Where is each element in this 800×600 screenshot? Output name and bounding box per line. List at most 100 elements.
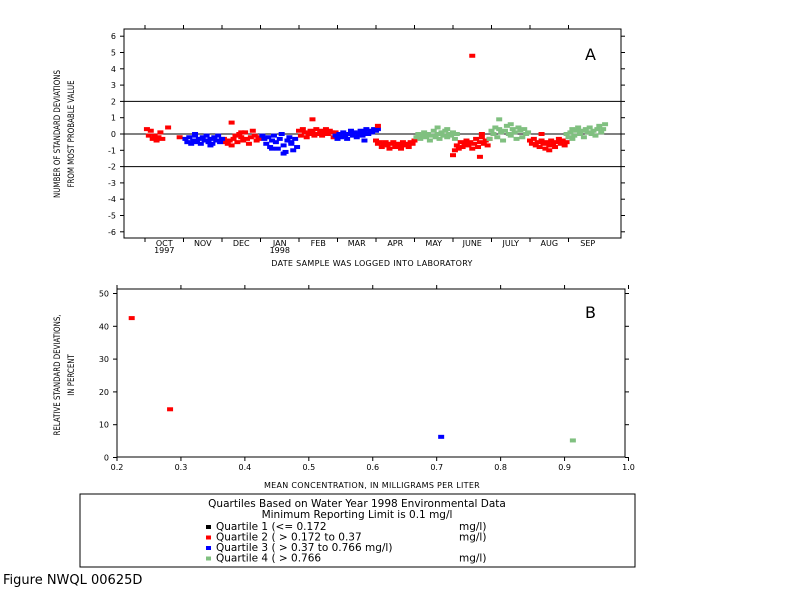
panel-a-data-point [467,140,474,145]
panel-a-data-point [536,145,543,150]
panel-a-data-point [534,140,541,145]
panel-a-data-point [317,128,324,133]
panel-a-data-point [357,128,364,133]
panel-a-data-point [557,141,564,146]
panel-b-ytick-label: 50 [99,290,109,299]
panel-a-data-point [486,136,493,141]
panel-a-data-point [359,133,366,138]
panel-a-data-point [571,133,578,138]
panel-a-data-point [296,128,302,133]
panel-a-data-point [207,136,214,141]
panel-a-data-point [550,141,557,146]
panel-a-data-point [559,138,566,143]
panel-a-data-point [451,136,458,141]
panel-b-xlabel: MEAN CONCENTRATION, IN MILLIGRAMS PER LI… [264,481,480,490]
panel-a-xtick-label: OCT [156,239,173,248]
panel-a-data-point [563,132,570,136]
panel-a-data-point [251,133,258,138]
panel-a-ytick-label: 4 [111,65,116,74]
panel-a-year-label: 1997 [154,246,174,255]
panel-a-data-point [552,145,559,150]
panel-a-data-point [351,130,358,135]
panel-a-data-point [319,133,326,138]
figure-label: Figure NWQL 00625D [3,573,142,588]
panel-a-data-point [602,122,609,127]
panel-a-data-point [373,138,379,143]
panel-a-data-point [440,133,447,138]
panel-a-data-point [399,140,406,145]
legend-item-label: Quartile 4 ( > 0.766 [216,553,321,565]
panel-a-xtick-label: AUG [540,239,558,248]
panel-a-data-point [321,130,328,135]
panel-a-data-point [540,141,547,146]
panel-a-data-point [219,136,225,141]
panel-a-data-point [342,133,349,138]
panel-a-data-point [469,146,476,151]
panel-a-data-point [315,132,322,136]
legend-marker [206,546,211,550]
panel-a-ytick-label: 3 [111,81,116,90]
panel-a-data-point [205,140,212,145]
panel-a-xtick-label: JULY [502,239,520,248]
panel-a-data-point [311,133,318,138]
panel-a-data-point [532,143,539,148]
panel-a-data-point [517,128,524,133]
legend-item-label: Quartile 1 (<= 0.172 [216,521,327,533]
panel-a-data-point [573,128,580,133]
panel-a-data-point [538,138,545,143]
legend-item-unit: mg/l) [459,532,486,544]
panel-a-data-point [213,138,220,143]
panel-a-data-point [232,133,239,138]
panel-a-data-point [155,135,162,140]
panel-b-data-point [167,407,174,412]
panel-a-data-point [482,138,489,143]
panel-b-ytick-label: 40 [99,322,109,331]
panel-a-data-point [419,133,426,138]
panel-b-data-point [438,434,445,439]
legend-title-line2: Minimum Reporting Limit is 0.1 mg/l [262,509,453,521]
panel-a-data-point [398,146,405,151]
panel-a-data-point [247,135,254,140]
panel-a-data-point [245,141,252,146]
panel-a-data-point [403,141,410,146]
panel-b-ytick-label: 0 [104,454,109,463]
legend-item-label: Quartile 3 ( > 0.37 to 0.766 mg/l) [216,542,392,554]
panel-a-data-point [582,127,589,132]
panel-a-data-point [569,136,576,141]
panel-b-ytick-label: 30 [99,355,109,364]
panel-a-ytick-label: -4 [108,195,116,204]
panel-a-data-point [480,141,487,146]
panel-a-data-point [197,141,204,146]
panel-a-data-point [476,140,483,145]
panel-a-data-point [496,127,503,132]
panel-a-xtick-label: MAR [348,239,366,248]
panel-a-data-point [193,140,200,145]
panel-a-data-point [238,135,245,140]
panel-b-ytick-label: 10 [99,421,109,430]
panel-a-ylabel-line2: FROM MOST PROBABLE VALUE [66,80,76,187]
panel-a-data-point [569,127,576,132]
panel-a-data-point [143,127,150,132]
panel-a-data-point [459,145,466,150]
panel-a-points [143,53,609,159]
panel-a-data-point [392,145,399,150]
panel-a-data-point [463,138,470,143]
panel-a-data-point [332,133,339,138]
panel-a-data-point [261,136,268,141]
panel-a-xlabel: DATE SAMPLE WAS LOGGED INTO LABORATORY [271,259,472,268]
panel-a-data-point [396,143,403,148]
panel-a-data-point [259,133,266,138]
panel-a-data-point [538,132,545,136]
panel-a-data-point [344,136,351,141]
panel-a-data-point [386,146,393,151]
panel-a-data-point [548,138,555,143]
panel-a-data-point [374,127,381,132]
panel-a-data-point [417,136,424,141]
panel-a-data-point [453,143,460,148]
panel-a-data-point [457,140,464,145]
panel-a-data-point [280,151,287,156]
panel-a-data-point [444,135,451,140]
panel-a-data-point [515,125,522,130]
panel-a-data-point [305,132,312,136]
